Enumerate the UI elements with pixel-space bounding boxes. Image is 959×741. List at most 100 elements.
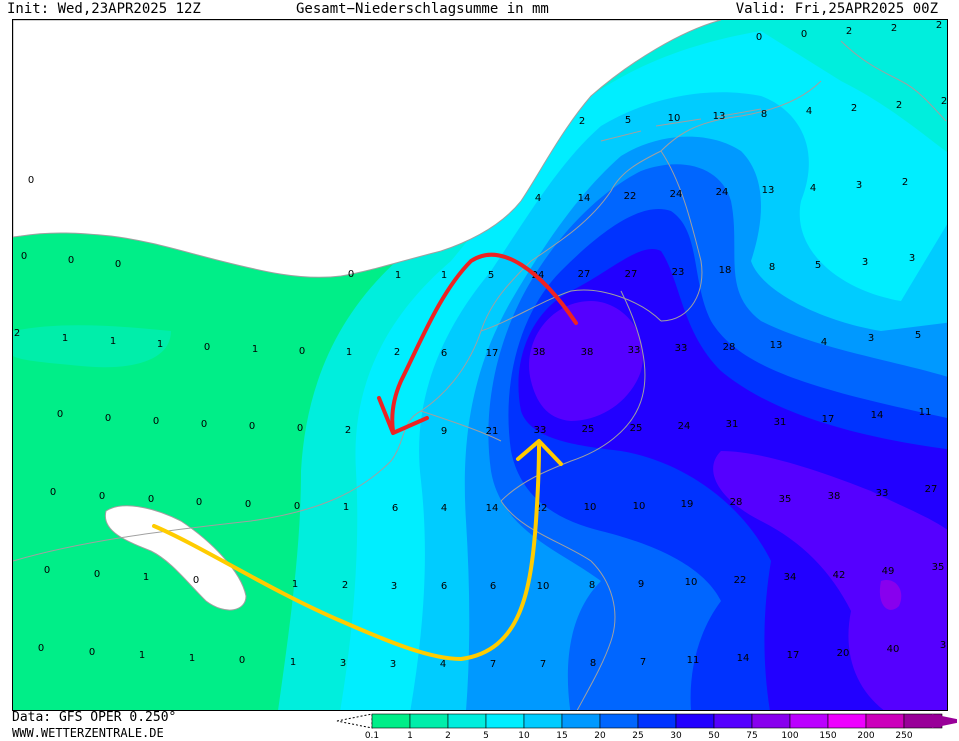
grid-value: 4: [535, 193, 541, 204]
grid-value: 2: [345, 425, 351, 436]
legend-threshold-label: 10: [518, 731, 530, 741]
grid-value: 27: [578, 269, 591, 280]
grid-value: 1: [143, 572, 149, 583]
grid-value-labels: 0 0 2 2 22 5 10 13 8 4 2 2 204 14 22 24 24 13 4 3 20 0 00 1 1 5 24…: [14, 20, 947, 670]
grid-value: 0: [57, 409, 63, 420]
grid-value: 20: [837, 648, 850, 659]
grid-value: 13: [762, 185, 775, 196]
grid-value: 40: [887, 644, 900, 655]
grid-value: 10: [685, 577, 698, 588]
grid-value: 0: [297, 423, 303, 434]
legend-color-box: [523, 713, 563, 729]
grid-value: 4: [810, 183, 816, 194]
legend-threshold-label: 50: [708, 731, 720, 741]
grid-value: 3: [909, 253, 915, 264]
grid-value: 1: [157, 339, 163, 350]
grid-value: 6: [392, 503, 398, 514]
grid-value: 25: [582, 424, 595, 435]
grid-value: 28: [723, 342, 736, 353]
islands-north: [600, 40, 947, 142]
grid-value: 2: [891, 23, 897, 34]
yellow-arrow: [152, 444, 541, 661]
grid-value: 3: [856, 180, 862, 191]
grid-value: 33: [628, 345, 641, 356]
land-channel-island: [104, 505, 247, 611]
grid-value: 17: [486, 348, 499, 359]
grid-value: 0: [204, 342, 210, 353]
grid-value: 2: [846, 26, 852, 37]
grid-value: 1: [139, 650, 145, 661]
grid-value: 35: [779, 494, 792, 505]
legend-threshold-label: 250: [895, 731, 913, 741]
grid-value: 3: [391, 581, 397, 592]
grid-value: 1: [290, 657, 296, 668]
legend-color-box: [751, 713, 791, 729]
grid-value: 8: [761, 109, 767, 120]
grid-value: 33: [534, 425, 547, 436]
legend-color-box: [561, 713, 601, 729]
grid-value: 5: [815, 260, 821, 271]
grid-value: 13: [770, 340, 783, 351]
grid-value: 8: [769, 262, 775, 273]
grid-value: 5: [488, 270, 494, 281]
legend-below-threshold: [336, 713, 373, 729]
grid-value: 22: [624, 191, 637, 202]
legend-threshold-label: 150: [819, 731, 837, 741]
grid-value: 0: [153, 416, 159, 427]
grid-value: 19: [681, 499, 694, 510]
grid-value: 0: [249, 421, 255, 432]
grid-value: 10: [537, 581, 550, 592]
red-arrow: [390, 252, 578, 433]
grid-value: 22: [535, 503, 548, 514]
grid-value: 2: [14, 328, 20, 339]
legend-threshold-label: 100: [781, 731, 799, 741]
grid-value: 34: [784, 572, 797, 583]
legend-color-box: [371, 713, 411, 729]
legend-color-box: [675, 713, 715, 729]
precip-band-50mm-nl: [529, 301, 643, 421]
grid-value: 0: [193, 575, 199, 586]
grid-value: 2: [851, 103, 857, 114]
grid-value: 9: [441, 426, 447, 437]
legend-threshold-label: 30: [670, 731, 682, 741]
grid-value: 27: [625, 269, 638, 280]
grid-value: 33: [675, 343, 688, 354]
precipitation-map: 0 0 2 2 2 2 5 10 13 8 4 2 2 2 0 4 14 22 24 24 13 4 3 2 0 0 0 0 1 1 5 24…: [12, 19, 948, 711]
grid-value: 24: [716, 187, 729, 198]
grid-value: 49: [882, 566, 895, 577]
grid-value: 1: [252, 344, 258, 355]
grid-value: 10: [633, 501, 646, 512]
grid-value: 1: [346, 347, 352, 358]
grid-value: 0: [294, 501, 300, 512]
website-label: WWW.WETTERZENTRALE.DE: [12, 726, 164, 740]
legend-color-box: [485, 713, 525, 729]
grid-value: 0: [28, 175, 34, 186]
grid-value: 0: [148, 494, 154, 505]
grid-value: 13: [713, 111, 726, 122]
precip-band-1mm: [13, 325, 171, 368]
grid-value: 33: [876, 488, 889, 499]
grid-value: 8: [590, 658, 596, 669]
legend-threshold-label: 25: [632, 731, 644, 741]
precip-band-75mm: [879, 580, 902, 610]
grid-value: 14: [578, 193, 591, 204]
grid-value: 6: [441, 581, 447, 592]
legend-threshold-label: 200: [857, 731, 875, 741]
grid-value: 1: [441, 270, 447, 281]
grid-value: 0: [756, 32, 762, 43]
grid-value: 1: [62, 333, 68, 344]
grid-value: 17: [822, 414, 835, 425]
legend-color-box: [865, 713, 905, 729]
grid-value: 0: [44, 565, 50, 576]
grid-value: 21: [486, 426, 499, 437]
grid-value: 1: [292, 579, 298, 590]
grid-value: 0: [89, 647, 95, 658]
grid-value: 31: [726, 419, 739, 430]
grid-value: 38: [581, 347, 594, 358]
legend-threshold-label: 15: [556, 731, 568, 741]
grid-value: 2: [579, 116, 585, 127]
grid-value: 38: [533, 347, 546, 358]
grid-value: 0: [348, 269, 354, 280]
legend-color-box: [789, 713, 829, 729]
grid-value: 0: [201, 419, 207, 430]
